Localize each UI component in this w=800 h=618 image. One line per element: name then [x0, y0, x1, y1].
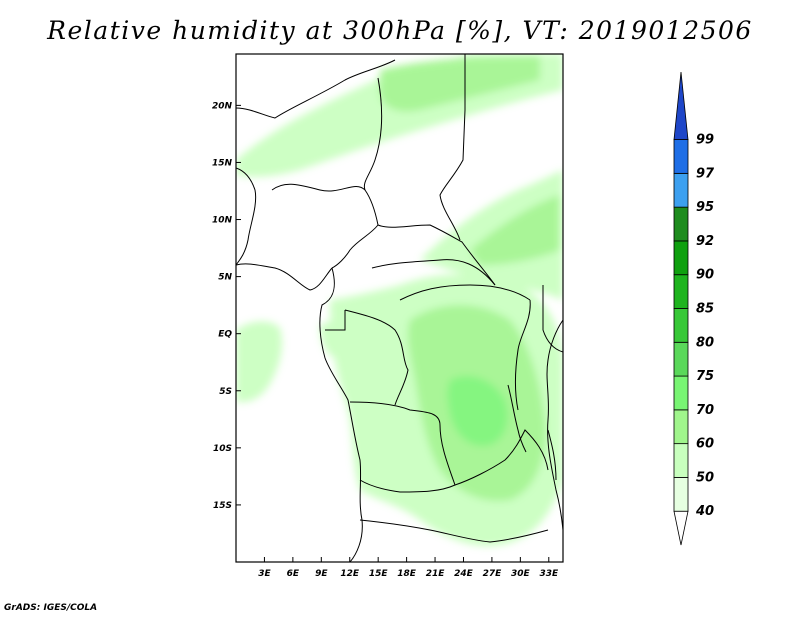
border-chad-car: [377, 224, 496, 286]
lon-tick-label: 30E: [511, 569, 531, 579]
colorbar-level-label: 80: [696, 335, 714, 350]
colorbar-level-label: 70: [696, 403, 714, 418]
lon-tick-label: 18E: [397, 569, 417, 579]
border-north-2: [363, 77, 383, 191]
colorbar-level-label: 85: [696, 302, 714, 317]
border-drc-north: [399, 284, 531, 301]
lat-tick-label: 5N: [218, 273, 232, 283]
lat-tick-label: 5S: [219, 387, 232, 397]
lon-tick-label: 9E: [315, 569, 328, 579]
colorbar-level-label: 95: [696, 200, 714, 215]
lon-tick-label: 21E: [426, 569, 446, 579]
colorbar-segment: [673, 274, 689, 309]
colorbar-segment: [673, 139, 689, 174]
border-congo: [325, 309, 409, 406]
lon-tick-label: 3E: [258, 569, 271, 579]
colorbar-level-label: 75: [696, 369, 714, 384]
lake-tanganyika: [507, 384, 527, 453]
humidity-gabon-patch: [320, 320, 362, 360]
lat-tick-label: 10S: [213, 444, 232, 454]
border-north-3: [439, 54, 466, 241]
lat-tick-label: EQ: [218, 330, 232, 340]
colorbar-segment: [673, 172, 689, 208]
colorbar-level-label: 99: [696, 133, 714, 148]
colorbar-level-label: 97: [696, 166, 715, 181]
border-east-1: [514, 299, 531, 411]
lat-tick-label: 20N: [212, 101, 233, 111]
border-east-2: [542, 285, 563, 353]
colorbar-segment: [673, 375, 689, 411]
lat-tick-label: 15N: [212, 158, 233, 168]
coastlines-borders: [236, 54, 563, 562]
colorbar-segment: [673, 510, 689, 546]
coastline-west-africa: [236, 167, 333, 291]
colorbar-level-label: 60: [696, 437, 714, 452]
colorbar-level-label: 40: [695, 504, 714, 519]
coastline-east-africa: [546, 319, 563, 531]
lake-malawi: [547, 429, 557, 481]
colorbar-segment: [673, 206, 689, 242]
lat-tick-label: 15S: [213, 501, 232, 511]
humidity-field: [236, 54, 563, 546]
map-frame: [235, 53, 564, 563]
humidity-west-patch: [236, 321, 283, 402]
longitude-axis: 3E 6E 9E 12E 15E 18E 21E 24E 27E 30E 33E: [258, 557, 559, 579]
colorbar-segment: [673, 341, 689, 377]
border-car-south: [371, 259, 496, 286]
border-zambia: [454, 429, 549, 486]
border-south: [359, 519, 549, 543]
humidity-band-north-core: [380, 56, 540, 112]
border-angola: [349, 401, 456, 493]
humidity-central-peak: [447, 376, 508, 446]
humidity-band-northeast-core: [470, 195, 560, 265]
lon-tick-label: 24E: [454, 569, 474, 579]
colorbar-level-label: 50: [696, 470, 714, 485]
colorbar-segment: [673, 71, 689, 140]
grads-credit: GrADS: IGES/COLA: [4, 603, 98, 613]
border-north-1: [236, 59, 396, 119]
colorbar-level-label: 90: [696, 268, 714, 283]
lon-tick-label: 12E: [340, 569, 360, 579]
colorbar-segment: [673, 443, 689, 478]
colorbar-segment: [673, 308, 689, 343]
border-nigeria: [271, 183, 379, 269]
colorbar-segment: [673, 409, 689, 445]
latitude-axis: 20N 15N 10N 5N EQ 5S 10S 15S: [212, 101, 241, 511]
colorbar-level-label: 92: [696, 234, 714, 249]
lon-tick-label: 33E: [539, 569, 559, 579]
map-title: Relative humidity at 300hPa [%], VT: 201…: [47, 16, 753, 45]
colorbar-segment: [673, 477, 689, 512]
lon-tick-label: 27E: [483, 569, 503, 579]
colorbar-segment: [673, 240, 689, 276]
lat-tick-label: 10N: [212, 216, 233, 226]
lon-tick-label: 15E: [369, 569, 389, 579]
lon-tick-label: 6E: [287, 569, 300, 579]
